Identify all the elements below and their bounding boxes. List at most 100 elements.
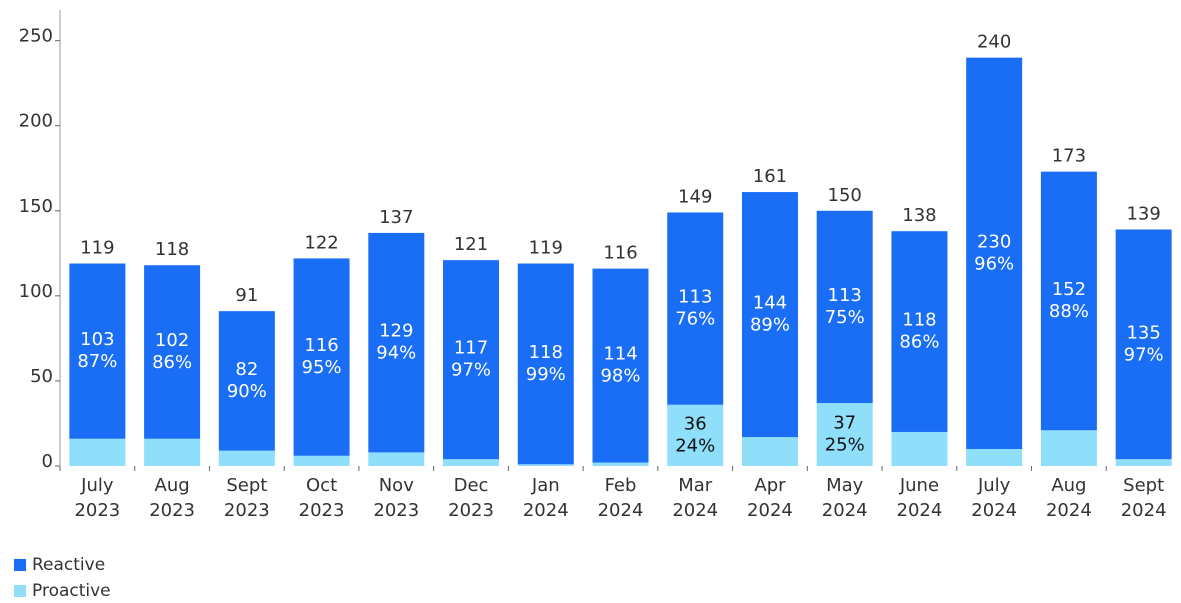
bar-segment xyxy=(1040,171,1097,431)
value-label: 118 xyxy=(902,310,936,331)
bar-segment xyxy=(667,212,724,405)
y-tick-label: 50 xyxy=(30,366,53,387)
x-tick-label: 2024 xyxy=(971,500,1017,521)
total-label: 161 xyxy=(753,166,787,187)
bar-segment xyxy=(891,231,948,432)
x-tick-label: May xyxy=(826,475,864,496)
percent-label: 86% xyxy=(152,352,192,373)
value-label: 129 xyxy=(379,321,413,342)
percent-label: 24% xyxy=(675,435,715,456)
total-label: 118 xyxy=(155,239,189,260)
x-tick-label: July xyxy=(80,475,114,496)
x-tick-label: 2024 xyxy=(523,500,569,521)
total-label: 121 xyxy=(454,234,488,255)
legend-swatch xyxy=(14,559,26,571)
legend-label: Proactive xyxy=(32,581,111,599)
percent-label: 94% xyxy=(376,343,416,364)
total-label: 137 xyxy=(379,207,413,228)
total-label: 116 xyxy=(603,243,637,264)
value-label: 103 xyxy=(80,329,114,350)
bar-segment xyxy=(218,450,275,466)
total-label: 139 xyxy=(1126,203,1160,224)
bar-segment xyxy=(1040,430,1097,466)
value-label: 113 xyxy=(678,287,712,308)
x-tick-label: Mar xyxy=(678,475,713,496)
bar-segment xyxy=(517,464,574,466)
x-tick-label: 2023 xyxy=(224,500,270,521)
x-tick-label: Sept xyxy=(1123,475,1164,496)
y-tick-label: 100 xyxy=(19,281,53,302)
bar-segment xyxy=(816,210,873,404)
total-label: 150 xyxy=(828,185,862,206)
legend-swatch xyxy=(14,585,26,597)
legend-label: Reactive xyxy=(32,555,105,575)
x-tick-label: Aug xyxy=(1051,475,1086,496)
x-tick-label: 2023 xyxy=(373,500,419,521)
value-label: 116 xyxy=(304,335,338,356)
bar-segment xyxy=(69,438,126,466)
x-tick-label: Oct xyxy=(306,475,337,496)
value-label: 113 xyxy=(828,285,862,306)
percent-label: 96% xyxy=(974,253,1014,274)
total-label: 240 xyxy=(977,32,1011,53)
bar-segment xyxy=(368,232,425,453)
x-tick-label: 2024 xyxy=(672,500,718,521)
y-tick-label: 250 xyxy=(19,26,53,47)
bar-segment xyxy=(293,258,350,456)
x-tick-label: Jan xyxy=(531,475,560,496)
percent-label: 86% xyxy=(899,332,939,353)
value-label: 36 xyxy=(684,413,707,434)
x-tick-label: 2023 xyxy=(448,500,494,521)
value-label: 82 xyxy=(235,359,258,380)
x-tick-label: Aug xyxy=(155,475,190,496)
percent-label: 98% xyxy=(600,366,640,387)
value-label: 144 xyxy=(753,293,787,314)
y-tick-label: 200 xyxy=(19,111,53,132)
total-label: 122 xyxy=(304,232,338,253)
x-tick-label: 2023 xyxy=(74,500,120,521)
y-tick-label: 0 xyxy=(42,451,53,472)
x-tick-label: Sept xyxy=(226,475,267,496)
value-label: 230 xyxy=(977,231,1011,252)
x-tick-label: 2024 xyxy=(1121,500,1167,521)
bar-segment xyxy=(966,448,1023,466)
bar-segment xyxy=(592,268,649,463)
x-tick-label: Nov xyxy=(379,475,414,496)
bar-segment xyxy=(592,462,649,466)
bar-segment xyxy=(144,438,201,466)
total-label: 91 xyxy=(235,285,258,306)
x-tick-label: Feb xyxy=(605,475,637,496)
bar-segment xyxy=(741,192,798,438)
bar-segment xyxy=(443,459,500,466)
percent-label: 76% xyxy=(675,309,715,330)
percent-label: 99% xyxy=(526,364,566,385)
value-label: 114 xyxy=(603,344,637,365)
percent-label: 97% xyxy=(451,360,491,381)
bar-segment xyxy=(667,404,724,466)
value-label: 102 xyxy=(155,330,189,351)
x-tick-label: Dec xyxy=(454,475,489,496)
bar-segment xyxy=(218,311,275,451)
x-tick-label: July xyxy=(977,475,1011,496)
x-tick-label: June xyxy=(899,475,939,496)
bar-segment xyxy=(144,265,201,439)
x-tick-label: 2024 xyxy=(1046,500,1092,521)
percent-label: 95% xyxy=(302,357,342,378)
bar-segment xyxy=(816,403,873,466)
percent-label: 89% xyxy=(750,315,790,336)
percent-label: 87% xyxy=(77,351,117,372)
value-label: 117 xyxy=(454,338,488,359)
value-label: 37 xyxy=(833,413,856,434)
bar-segment xyxy=(741,437,798,466)
x-tick-label: 2024 xyxy=(747,500,793,521)
x-tick-label: 2024 xyxy=(897,500,943,521)
y-tick-label: 150 xyxy=(19,196,53,217)
total-label: 149 xyxy=(678,186,712,207)
value-label: 118 xyxy=(529,342,563,363)
bar-segment xyxy=(966,57,1023,449)
bar-segment xyxy=(69,263,126,439)
percent-label: 97% xyxy=(1124,344,1164,365)
value-label: 135 xyxy=(1126,322,1160,343)
x-tick-label: 2024 xyxy=(822,500,868,521)
